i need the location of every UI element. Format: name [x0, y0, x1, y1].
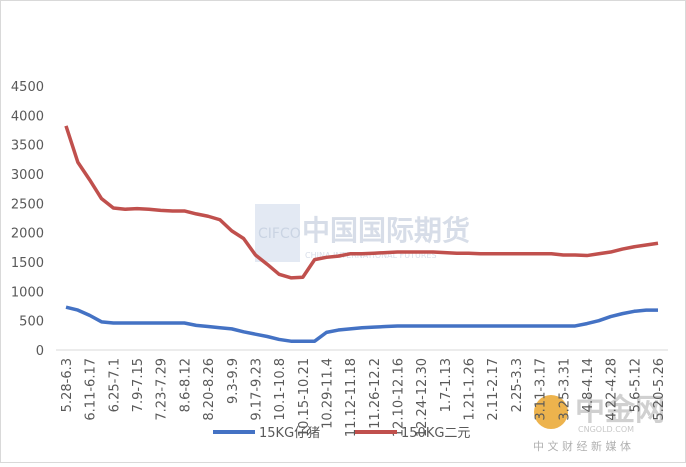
x-tick-label: 7.9-7.15: [131, 358, 146, 412]
x-tick-label: 10.1-10.8: [273, 358, 288, 421]
watermark: CHINA INTERNATIONAL FUTURES: [305, 251, 437, 260]
y-tick-label: 2000: [11, 227, 44, 242]
x-tick-label: 8.20-8.26: [202, 358, 217, 421]
x-tick-label: 11.26-12.2: [368, 358, 383, 429]
legend-label: 150KG二元: [401, 426, 470, 441]
y-tick-label: 0: [36, 344, 44, 359]
x-tick-label: 5.20-5.26: [652, 358, 667, 421]
x-tick-label: 3.11-3.17: [534, 358, 549, 421]
y-tick-label: 3000: [11, 168, 44, 183]
x-tick-label: 1.21-1.26: [463, 358, 478, 421]
watermark: 中 文 财 经 新 媒 体: [533, 439, 631, 453]
watermark: CNGOLD.COM: [578, 425, 634, 434]
y-tick-label: 4500: [11, 80, 44, 95]
y-tick-label: 3500: [11, 139, 44, 154]
x-tick-label: 9.3-9.9: [226, 358, 241, 404]
x-tick-label: 10.29-11.4: [320, 358, 335, 429]
x-tick-label: 6.11-6.17: [84, 358, 99, 421]
x-tick-label: 12.24-12.30: [415, 358, 430, 437]
watermark-logo: [255, 204, 300, 262]
x-tick-label: 4.22-4.28: [605, 358, 620, 421]
x-tick-label: 4.8-4.14: [581, 358, 596, 412]
x-tick-label: 6.25-7.1: [107, 358, 122, 412]
x-tick-label: 12.10-12.16: [392, 358, 407, 437]
x-tick-label: 1.7-1.13: [439, 358, 454, 412]
x-tick-label: 11.12-11.18: [344, 358, 359, 437]
y-tick-label: 4000: [11, 109, 44, 124]
x-tick-label: 3.25-3.31: [557, 358, 572, 421]
watermark: 中金网: [575, 393, 665, 428]
x-tick-label: 5.6-5.12: [628, 358, 643, 412]
x-tick-label: 7.23-7.29: [155, 358, 170, 421]
watermark-logo: [534, 395, 568, 429]
y-tick-label: 1000: [11, 285, 44, 300]
x-tick-label: 2.25-3.3: [510, 358, 525, 412]
x-tick-label: 5.28-6.3: [60, 358, 75, 412]
y-tick-label: 1500: [11, 256, 44, 271]
line: [64, 125, 659, 280]
legend-label: 15KG仔猪: [259, 426, 320, 441]
line: [65, 305, 658, 343]
y-tick-label: 2500: [11, 197, 44, 212]
x-tick-label: 2.11-2.17: [486, 358, 501, 421]
watermark: CIFCO: [258, 226, 301, 242]
x-tick-label: 10.15-10.21: [297, 358, 312, 437]
watermark: 中国国际期货: [302, 214, 470, 247]
y-tick-label: 500: [19, 315, 44, 330]
x-tick-label: 9.17-9.23: [249, 358, 264, 421]
x-tick-label: 8.6-8.12: [178, 358, 193, 412]
